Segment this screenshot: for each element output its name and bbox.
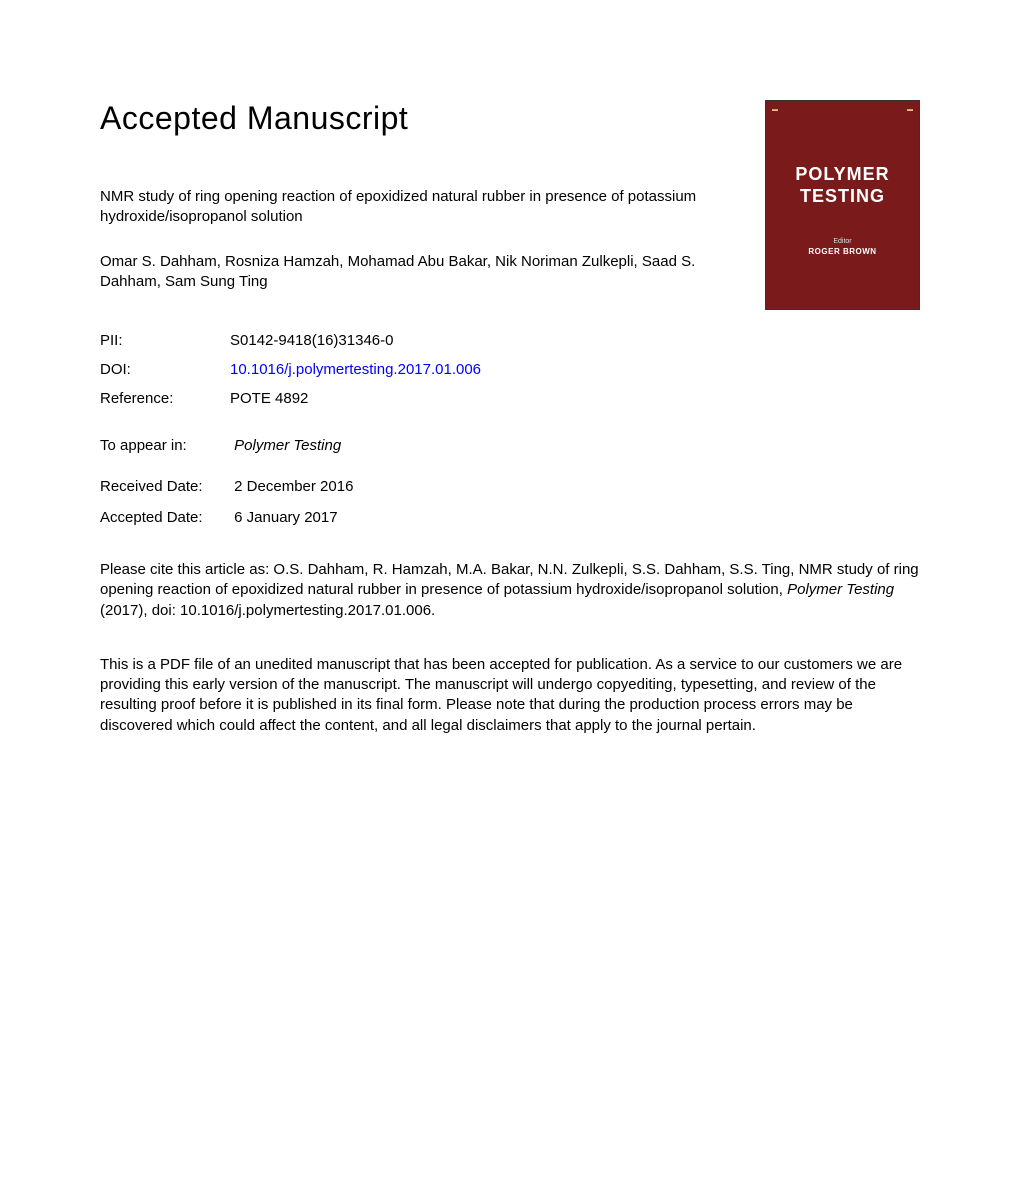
citation-journal: Polymer Testing	[787, 581, 894, 598]
author-list: Omar S. Dahham, Rosniza Hamzah, Mohamad …	[100, 252, 720, 293]
article-title: NMR study of ring opening reaction of ep…	[100, 187, 720, 228]
received-date-row: Received Date: 2 December 2016	[100, 478, 920, 495]
journal-cover-thumbnail: ▬ ▬ POLYMER TESTING Editor ROGER BROWN	[765, 100, 920, 310]
pii-value: S0142-9418(16)31346-0	[230, 326, 481, 355]
publisher-mark-icon: ▬	[772, 107, 778, 117]
metadata-table: PII: S0142-9418(16)31346-0 DOI: 10.1016/…	[100, 326, 481, 413]
cover-editor-label: Editor	[833, 238, 851, 245]
reference-value: POTE 4892	[230, 384, 481, 413]
publisher-mark-icon: ▬	[907, 107, 913, 117]
disclaimer-text: This is a PDF file of an unedited manusc…	[100, 655, 920, 736]
cover-title-line1: POLYMER	[795, 164, 889, 186]
to-appear-in-row: To appear in: Polymer Testing	[100, 437, 920, 454]
citation-text: Please cite this article as: O.S. Dahham…	[100, 560, 920, 621]
doi-link[interactable]: 10.1016/j.polymertesting.2017.01.006	[230, 361, 481, 378]
cover-title: POLYMER TESTING	[795, 164, 889, 207]
meta-row-pii: PII: S0142-9418(16)31346-0	[100, 326, 481, 355]
cover-top-bar: ▬ ▬	[772, 107, 913, 117]
meta-row-reference: Reference: POTE 4892	[100, 384, 481, 413]
cover-editor-name: ROGER BROWN	[808, 247, 876, 256]
page-content: ▬ ▬ POLYMER TESTING Editor ROGER BROWN A…	[100, 100, 920, 736]
accepted-label: Accepted Date:	[100, 509, 230, 526]
reference-label: Reference:	[100, 384, 230, 413]
cover-title-line2: TESTING	[795, 186, 889, 208]
received-value: 2 December 2016	[234, 478, 353, 495]
received-label: Received Date:	[100, 478, 230, 495]
appear-journal: Polymer Testing	[234, 437, 341, 454]
meta-row-doi: DOI: 10.1016/j.polymertesting.2017.01.00…	[100, 355, 481, 384]
pii-label: PII:	[100, 326, 230, 355]
doi-label: DOI:	[100, 355, 230, 384]
appear-label: To appear in:	[100, 437, 230, 454]
dates-block: Received Date: 2 December 2016 Accepted …	[100, 478, 920, 526]
citation-suffix: (2017), doi: 10.1016/j.polymertesting.20…	[100, 602, 435, 619]
accepted-value: 6 January 2017	[234, 509, 337, 526]
accepted-date-row: Accepted Date: 6 January 2017	[100, 509, 920, 526]
